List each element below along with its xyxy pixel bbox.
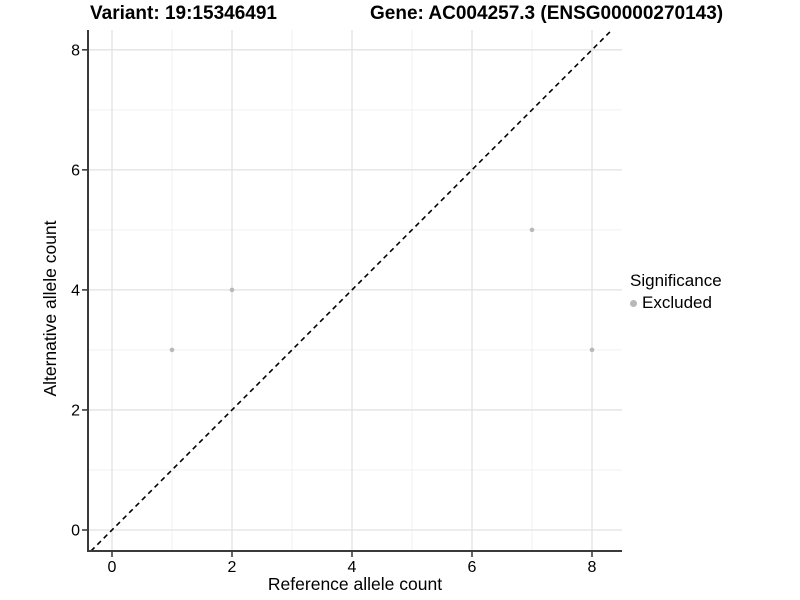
- y-tick-label: 4: [71, 282, 80, 299]
- y-tick-label: 0: [71, 522, 80, 539]
- x-tick-label: 6: [468, 559, 477, 576]
- legend-title: Significance: [630, 271, 722, 290]
- identity-line: [90, 29, 613, 552]
- legend-point-icon: [630, 299, 637, 307]
- legend: Significance Excluded: [630, 271, 722, 313]
- x-axis-title: Reference allele count: [267, 574, 443, 594]
- x-tick-label: 8: [588, 559, 597, 576]
- y-tick-label: 8: [71, 42, 80, 59]
- x-tick-label: 0: [108, 559, 117, 576]
- y-axis-title: Alternative allele count: [40, 220, 60, 397]
- plot-title-variant: Variant: 19:15346491: [90, 3, 277, 24]
- x-tick-label: 4: [348, 559, 357, 576]
- data-point: [169, 347, 175, 353]
- x-tick-label: 2: [228, 559, 237, 576]
- legend-item-excluded: Excluded: [630, 293, 722, 313]
- y-tick-label: 6: [71, 162, 80, 179]
- data-point: [229, 287, 235, 293]
- legend-item-label: Excluded: [642, 293, 712, 312]
- y-tick-label: 2: [71, 402, 80, 419]
- data-point: [529, 227, 535, 233]
- data-point: [589, 347, 595, 353]
- plot-title-gene: Gene: AC004257.3 (ENSG00000270143): [370, 3, 724, 24]
